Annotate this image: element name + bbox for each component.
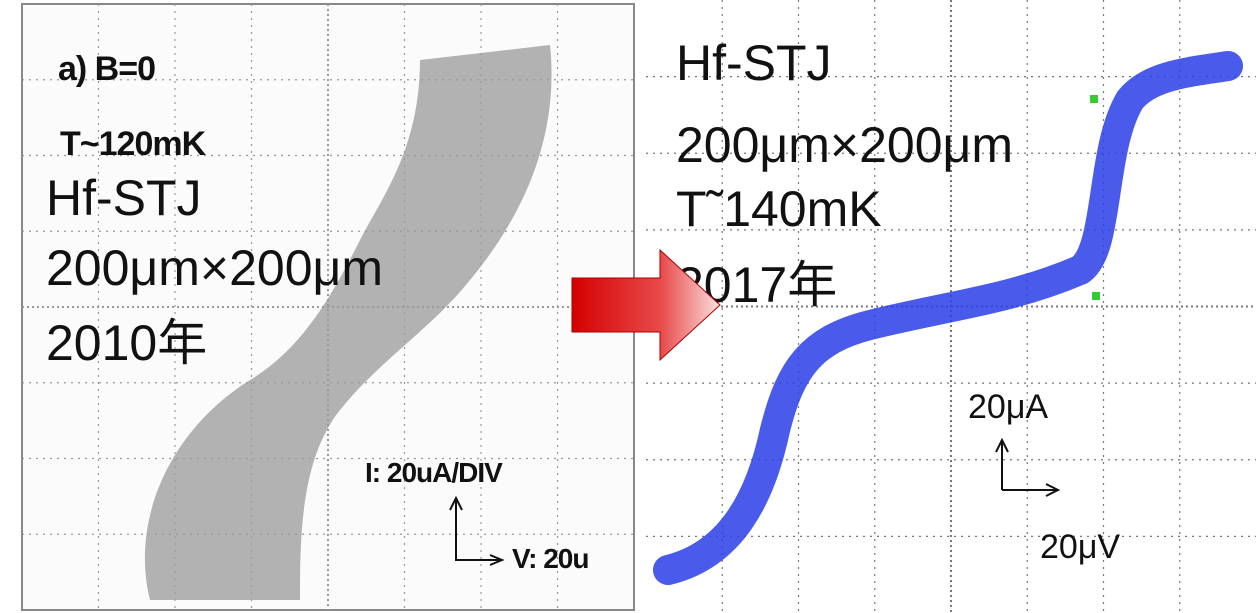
panel-label: a) B=0: [58, 50, 155, 88]
marker: [1092, 292, 1100, 300]
size: 200μm×200μm: [46, 240, 383, 296]
device: Hf-STJ: [676, 35, 832, 91]
voltage-scale: V: 20u: [512, 543, 588, 574]
current-scale: I: 20uA/DIV: [365, 457, 503, 488]
marker: [1090, 95, 1098, 103]
size: 200μm×200μm: [676, 117, 1013, 173]
voltage-scale: 20μV: [1040, 528, 1120, 566]
temperature: T~120mK: [60, 125, 207, 163]
current-scale: 20μA: [968, 388, 1048, 426]
left-panel: a) B=0 T~120mK Hf-STJ 200μm×200μm 2010年 …: [22, 4, 634, 610]
temperature: T˜140mK: [676, 181, 882, 237]
right-panel: Hf-STJ 200μm×200μm T˜140mK 2017年 20μA 20…: [646, 0, 1256, 613]
figure: a) B=0 T~120mK Hf-STJ 200μm×200μm 2010年 …: [0, 0, 1256, 613]
year: 2010年: [46, 315, 207, 371]
device: Hf-STJ: [46, 170, 202, 226]
